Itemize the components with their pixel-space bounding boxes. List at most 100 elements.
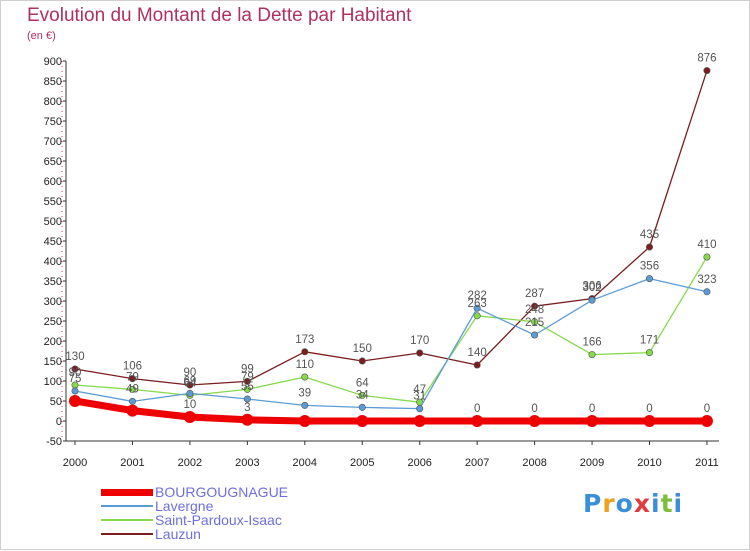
data-label: 3 [244, 402, 250, 414]
x-tick-label: 2004 [293, 457, 317, 469]
legend-label: Saint-Pardoux-Isaac [155, 512, 282, 528]
data-point [241, 413, 254, 426]
data-point [416, 349, 424, 357]
data-label: 173 [295, 334, 314, 346]
y-tick-label: 550 [44, 196, 62, 208]
chart-unit: (en €) [27, 30, 56, 42]
logo-letter: P [583, 489, 603, 518]
data-point [531, 331, 539, 339]
x-tick-label: 2007 [465, 457, 489, 469]
data-point [471, 415, 484, 427]
data-point [703, 253, 711, 261]
x-tick-label: 2006 [407, 457, 431, 469]
y-tick-label: 850 [44, 76, 62, 88]
x-tick-label: 2003 [235, 457, 259, 469]
x-tick-label: 2002 [178, 457, 202, 469]
data-label: 90 [69, 367, 82, 379]
data-point [531, 318, 539, 326]
y-tick-label: 300 [44, 296, 62, 308]
y-tick-label: 350 [44, 276, 62, 288]
proxiti-logo: Proxiti [583, 489, 683, 518]
data-label: 49 [126, 383, 139, 395]
series-line [74, 256, 708, 403]
data-label: 263 [468, 298, 487, 310]
data-point [416, 405, 424, 413]
x-tick-label: 2010 [637, 457, 661, 469]
data-label: 150 [353, 343, 372, 355]
data-label: 0 [474, 403, 480, 415]
y-tick-label: 400 [44, 256, 62, 268]
series-line [74, 277, 708, 410]
data-label: 140 [468, 347, 487, 359]
x-tick-label: 2009 [580, 457, 604, 469]
data-label: 171 [640, 335, 659, 347]
y-tick-label: 0 [56, 416, 62, 428]
legend-label: BOURGOUGNAGUE [155, 484, 289, 500]
data-point [645, 243, 653, 251]
y-tick-label: 250 [44, 316, 62, 328]
data-label: 130 [65, 351, 84, 363]
data-point [588, 351, 596, 359]
data-point [643, 415, 656, 427]
logo-letter: x [633, 489, 651, 518]
data-label: 34 [356, 389, 369, 401]
data-label: 55 [241, 381, 254, 393]
logo-letter: t [660, 489, 674, 518]
data-point [243, 377, 251, 385]
x-tick-label: 2001 [120, 457, 144, 469]
data-label: 356 [640, 261, 659, 273]
legend-swatch [101, 533, 153, 535]
data-label: 0 [646, 403, 652, 415]
chart-title: Evolution du Montant de la Dette par Hab… [27, 5, 412, 26]
data-label: 75 [69, 373, 82, 385]
data-label: 0 [589, 403, 595, 415]
y-tick-label: 600 [44, 176, 62, 188]
data-label: 0 [531, 403, 537, 415]
logo-letter: i [651, 489, 661, 518]
logo-letter: r [602, 489, 616, 518]
y-tick-label: 750 [44, 116, 62, 128]
data-label: 302 [582, 282, 601, 294]
series-line [71, 397, 711, 425]
data-labels: 10 3 0 0 0 0 0 75 49 69 55 39 34 31 282 215 302 356 323 90 7… [65, 53, 716, 415]
series-line [74, 69, 708, 386]
data-label: 79 [241, 371, 254, 383]
legend-swatch [101, 488, 153, 496]
legend-label: Lavergne [155, 498, 214, 514]
data-label: 31 [413, 391, 426, 403]
legend-label: Lauzun [155, 526, 201, 542]
data-label: 323 [697, 274, 716, 286]
data-point [186, 389, 194, 397]
data-label: 435 [640, 229, 659, 241]
data-point [183, 411, 196, 423]
y-tick-label: 500 [44, 216, 62, 228]
data-label: 0 [704, 403, 710, 415]
y-tick-label: 800 [44, 96, 62, 108]
data-point [186, 381, 194, 389]
data-label: 166 [582, 337, 601, 349]
y-tick-label: 200 [44, 336, 62, 348]
data-point [358, 357, 366, 365]
data-point [473, 312, 481, 320]
data-label: 64 [356, 377, 369, 389]
data-point [473, 361, 481, 369]
axes: -500501001502002503003504004505005506006… [44, 56, 719, 469]
data-point [243, 385, 251, 393]
data-point [301, 401, 309, 409]
data-label: 306 [582, 281, 601, 293]
data-label: 69 [184, 375, 197, 387]
data-label: 215 [525, 317, 544, 329]
data-point [586, 415, 599, 427]
logo-letter: i [673, 489, 684, 518]
data-point [358, 403, 366, 411]
data-label: 248 [525, 304, 544, 316]
data-point [301, 373, 309, 381]
data-point [700, 415, 713, 427]
y-tick-label: 50 [50, 396, 62, 408]
data-point [128, 375, 136, 383]
data-label: 47 [413, 384, 426, 396]
data-point [645, 349, 653, 357]
data-label: 282 [468, 290, 487, 302]
